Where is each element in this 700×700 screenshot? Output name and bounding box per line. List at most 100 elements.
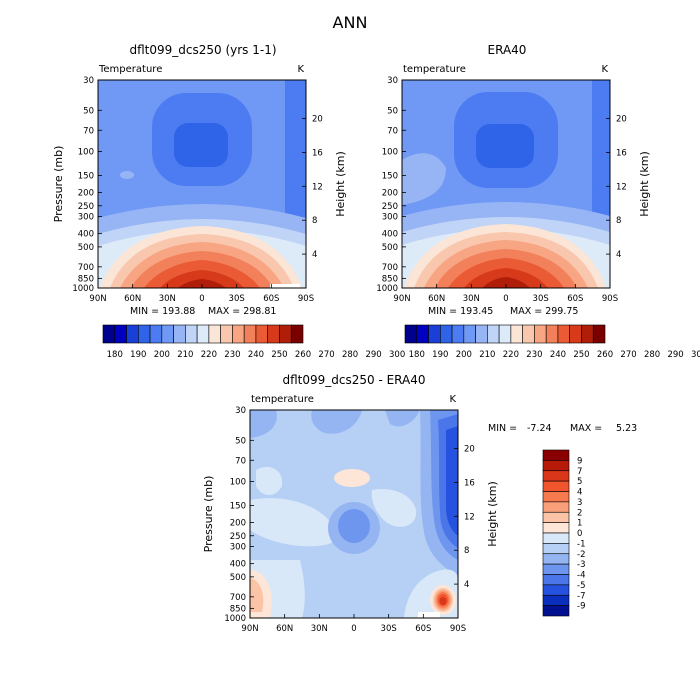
y-tick-label: 400 (382, 230, 398, 240)
colorbar-swatch (279, 324, 292, 344)
colorbar-label: -2 (577, 550, 585, 560)
colorbar-swatch (161, 324, 174, 344)
y-tick-label: 500 (78, 243, 94, 253)
contour-band (338, 509, 370, 543)
contour-band (178, 279, 226, 288)
y-tick-label: 400 (78, 230, 94, 240)
y-tick-label: 400 (230, 560, 246, 570)
colorbar-label: 4 (577, 488, 582, 498)
colorbar-label: 240 (248, 350, 264, 360)
x-tick-label: 60N (124, 294, 141, 304)
colorbar-swatch (114, 324, 127, 344)
colorbar-label: 250 (271, 350, 287, 360)
field-label: temperature (403, 64, 466, 75)
y-tick-label-right: 12 (464, 512, 475, 522)
y-tick-label: 300 (78, 213, 94, 223)
unit-label: K (297, 64, 304, 75)
y-tick-label: 100 (78, 147, 94, 157)
contour-band (174, 123, 228, 167)
y-tick-label: 70 (83, 126, 94, 136)
contour-band (385, 410, 420, 427)
colorbar-label: 270 (620, 350, 636, 360)
colorbar-swatch (592, 324, 606, 344)
contour-band (334, 469, 370, 487)
colorbar-swatch (542, 532, 570, 544)
contour-band (476, 124, 534, 168)
colorbar-swatch (428, 324, 441, 344)
colorbar-swatch (542, 543, 570, 555)
y-tick-label: 50 (235, 436, 246, 446)
max-value: 5.23 (616, 423, 637, 434)
y-tick-label: 700 (230, 593, 246, 603)
colorbar-swatch (522, 324, 535, 344)
colorbar-swatch (542, 470, 570, 482)
colorbar-swatch (569, 324, 582, 344)
colorbar-label: 290 (365, 350, 381, 360)
y-tick-label: 70 (235, 456, 246, 466)
y-tick-label-right: 16 (464, 478, 475, 488)
x-tick-label: 60S (263, 294, 279, 304)
y-tick-label: 150 (382, 171, 398, 181)
y-tick-label-right: 16 (312, 148, 323, 158)
colorbar-swatch (542, 553, 570, 565)
colorbar-swatch (137, 324, 151, 344)
y-tick-label-right: 8 (464, 546, 469, 556)
y-tick-label: 850 (382, 274, 398, 284)
colorbar-swatch (557, 324, 571, 344)
y-tick-label: 250 (230, 532, 246, 542)
colorbar-label: 280 (342, 350, 358, 360)
max-value: MAX = 299.75 (510, 306, 578, 317)
colorbar-label: 180 (107, 350, 123, 360)
contour-band (250, 578, 264, 612)
x-tick-label: 0 (351, 624, 356, 634)
colorbar-label: 240 (550, 350, 566, 360)
y-axis-label: Pressure (mb) (52, 146, 65, 223)
y-tick-label: 30 (235, 406, 246, 416)
colorbar-label: 180 (409, 350, 425, 360)
colorbar-swatch (510, 324, 523, 344)
colorbar-label: 230 (224, 350, 240, 360)
y-tick-label-right: 4 (616, 250, 621, 260)
contour-band (256, 466, 283, 495)
unit-label: K (601, 64, 608, 75)
y-tick-label: 700 (382, 263, 398, 273)
x-tick-label: 30S (533, 294, 549, 304)
colorbar-label: 270 (318, 350, 334, 360)
panel-diff: dflt099_dcs250 - ERA40 temperature K (202, 373, 637, 619)
colorbar-label: 9 (577, 456, 582, 466)
x-tick-label: 0 (199, 294, 204, 304)
colorbar-swatch (232, 324, 245, 344)
x-tick-label: 60S (415, 624, 431, 634)
colorbar-swatch (542, 501, 570, 513)
min-value: -7.24 (527, 423, 552, 434)
contour-field (250, 410, 458, 618)
colorbar-swatch (220, 324, 233, 344)
field-label: Temperature (98, 64, 162, 75)
y-tick-label-right: 20 (616, 115, 627, 125)
figure-title: ANN (333, 13, 368, 32)
y-tick-label: 30 (387, 76, 398, 86)
y-tick-label: 850 (78, 274, 94, 284)
colorbar-label: -5 (577, 581, 585, 591)
y-tick-label: 150 (230, 501, 246, 511)
y-tick-label: 100 (230, 477, 246, 487)
colorbar-swatch (545, 324, 559, 344)
contour-band (439, 597, 447, 605)
x-tick-label: 90S (298, 294, 314, 304)
colorbar-label: 200 (456, 350, 472, 360)
colorbar-swatch (542, 584, 570, 596)
colorbar-swatch (542, 522, 570, 534)
panel-model: dflt099_dcs250 (yrs 1-1) Temperature K P… (52, 43, 347, 317)
colorbar-swatch (149, 324, 163, 344)
panel-title: dflt099_dcs250 (yrs 1-1) (129, 43, 276, 57)
y-axis-label-right: Height (km) (486, 481, 499, 547)
x-tick-label: 30S (381, 624, 397, 634)
colorbar-label: 190 (432, 350, 448, 360)
colorbar-label: -4 (577, 571, 585, 581)
y-tick-label-right: 20 (464, 445, 475, 455)
colorbar-label: -9 (577, 602, 585, 612)
contour-field (98, 80, 306, 288)
y-tick-label: 30 (83, 76, 94, 86)
colorbar-swatch (498, 324, 512, 344)
max-label: MAX = (570, 423, 602, 434)
